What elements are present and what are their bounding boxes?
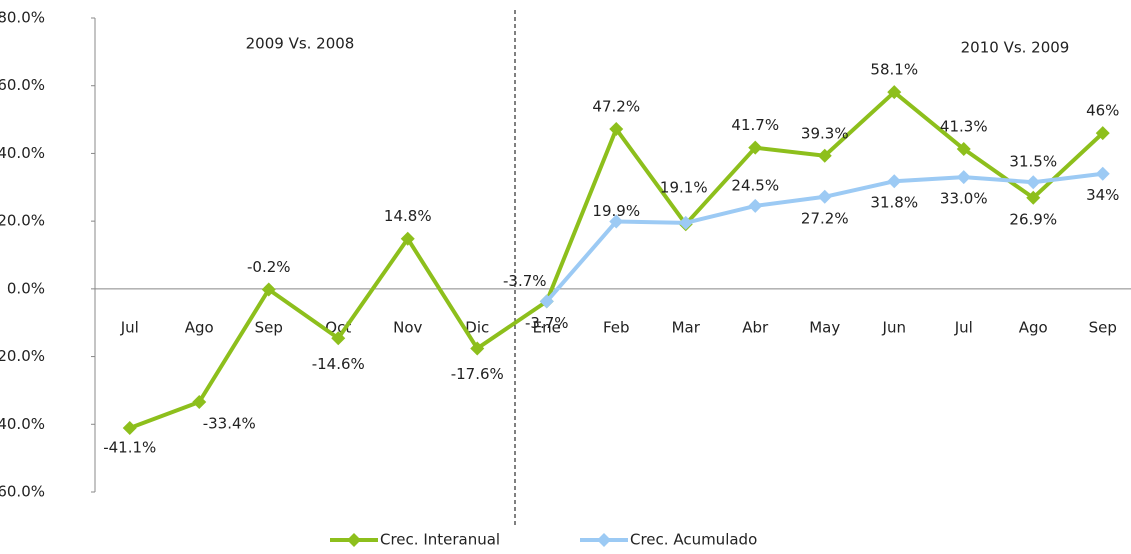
marker	[956, 142, 971, 157]
x-tick-label: Feb	[603, 318, 630, 336]
marker	[1095, 166, 1110, 181]
marker	[956, 170, 971, 185]
x-tick-label: Jul	[954, 318, 973, 336]
marker	[331, 331, 346, 346]
marker	[192, 394, 207, 409]
legend-label: Crec. Interanual	[380, 531, 500, 549]
data-label: 24.5%	[731, 176, 779, 194]
data-label: 31.5%	[1009, 153, 1057, 171]
x-tick-label: Jun	[882, 318, 906, 336]
marker	[678, 215, 693, 230]
x-tick-label: Sep	[1089, 318, 1117, 336]
data-label: -33.4%	[203, 414, 256, 432]
data-label: 41.7%	[731, 116, 779, 134]
data-label: -14.6%	[312, 355, 365, 373]
data-label: -3.7%	[525, 314, 569, 332]
x-tick-label: Sep	[255, 318, 283, 336]
marker	[1095, 126, 1110, 141]
marker	[1026, 190, 1041, 205]
data-label: 27.2%	[801, 209, 849, 227]
x-tick-label: Abr	[742, 318, 769, 336]
legend-marker	[347, 533, 361, 547]
y-tick-label: 0.0%	[7, 279, 45, 297]
x-tick-label: Nov	[393, 318, 422, 336]
data-label: 46%	[1086, 102, 1119, 120]
legend-label: Crec. Acumulado	[630, 531, 757, 549]
marker	[748, 198, 763, 213]
marker	[817, 148, 832, 163]
y-tick-label: 80.0%	[0, 9, 45, 27]
marker	[539, 294, 554, 309]
marker	[470, 341, 485, 356]
marker	[261, 282, 276, 297]
x-tick-label: Ene	[533, 318, 561, 336]
x-tick-label: Dic	[465, 318, 489, 336]
marker	[817, 189, 832, 204]
data-label: 31.8%	[870, 194, 918, 212]
marker	[887, 85, 902, 100]
data-label: -3.7%	[503, 272, 547, 290]
marker	[748, 140, 763, 155]
marker	[1026, 175, 1041, 190]
marker	[609, 122, 624, 137]
x-tick-label: Mar	[672, 318, 701, 336]
x-tick-label: Ago	[1019, 318, 1048, 336]
data-label: 41.3%	[940, 118, 988, 136]
data-label: 14.8%	[384, 207, 432, 225]
legend-marker	[597, 533, 611, 547]
annotation: 2010 Vs. 2009	[961, 39, 1070, 57]
data-label: 34%	[1086, 186, 1119, 204]
y-tick-label: -20.0%	[0, 347, 45, 365]
data-label: -41.1%	[103, 439, 156, 457]
x-tick-label: Jul	[120, 318, 139, 336]
data-label: 19.1%	[660, 179, 708, 197]
y-tick-label: 40.0%	[0, 144, 45, 162]
data-label: 47.2%	[592, 98, 640, 116]
data-label: 26.9%	[1009, 210, 1057, 228]
y-tick-label: 60.0%	[0, 76, 45, 94]
y-tick-label: -40.0%	[0, 415, 45, 433]
x-tick-label: May	[809, 318, 840, 336]
annotation: 2009 Vs. 2008	[246, 35, 355, 53]
data-label: -17.6%	[451, 365, 504, 383]
data-label: 19.9%	[592, 202, 640, 220]
data-label: -0.2%	[247, 258, 291, 276]
marker	[400, 231, 415, 246]
marker	[887, 174, 902, 189]
data-label: 58.1%	[870, 61, 918, 79]
marker	[122, 421, 137, 436]
data-label: 39.3%	[801, 124, 849, 142]
y-tick-label: 20.0%	[0, 212, 45, 230]
marker	[609, 214, 624, 229]
x-tick-label: Ago	[185, 318, 214, 336]
data-label: 33.0%	[940, 190, 988, 208]
y-tick-label: -60.0%	[0, 483, 45, 501]
